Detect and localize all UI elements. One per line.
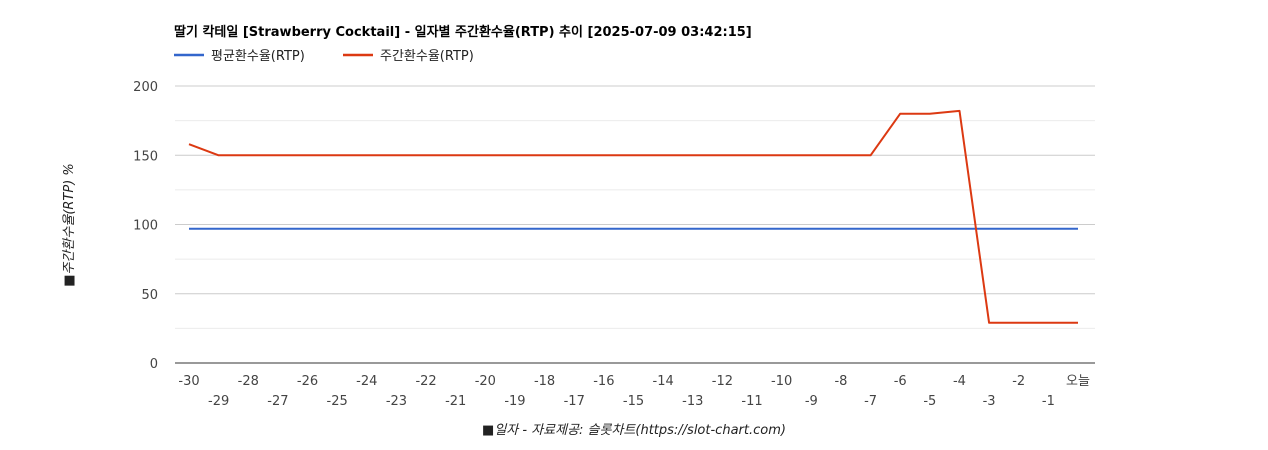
x-tick-label: -23 (386, 394, 407, 409)
legend-label-average: 평균환수율(RTP) (211, 49, 305, 64)
x-axis-ticks: -30-29-28-27-26-25-24-23-22-21-20-19-18-… (178, 374, 1090, 409)
x-tick-label: -12 (712, 374, 733, 389)
x-tick-label: -10 (771, 374, 792, 389)
x-tick-label: -11 (741, 394, 762, 409)
x-tick-label: -15 (623, 394, 644, 409)
x-tick-label: -27 (267, 394, 288, 409)
x-tick-label: -1 (1042, 394, 1055, 409)
x-tick-label: 오늘 (1066, 374, 1090, 389)
y-tick-label: 0 (150, 357, 158, 372)
grid-lines (175, 85, 1095, 364)
x-tick-label: -16 (593, 374, 614, 389)
x-tick-label: -14 (653, 374, 674, 389)
legend-label-weekly: 주간환수율(RTP) (380, 49, 474, 64)
legend-item-average[interactable]: 평균환수율(RTP) (174, 49, 305, 64)
legend-item-weekly[interactable]: 주간환수율(RTP) (343, 49, 474, 64)
series-line-weekly[interactable] (188, 109, 1078, 324)
legend: 평균환수율(RTP) 주간환수율(RTP) (174, 49, 474, 64)
x-tick-label: -3 (983, 394, 996, 409)
y-tick-label: 150 (133, 149, 158, 164)
x-tick-label: -2 (1012, 374, 1025, 389)
x-tick-label: -20 (475, 374, 496, 389)
x-tick-label: -24 (356, 374, 377, 389)
x-tick-label: -25 (327, 394, 348, 409)
x-tick-label: -7 (864, 394, 877, 409)
x-tick-label: -26 (297, 374, 318, 389)
x-axis-title: ■일자 - 자료제공: 슬롯차트(https://slot-chart.com) (482, 423, 786, 438)
y-tick-label: 100 (133, 219, 158, 234)
x-tick-label: -8 (834, 374, 847, 389)
y-tick-label: 50 (141, 288, 158, 303)
x-tick-label: -5 (923, 394, 936, 409)
y-axis-ticks: 0 50 100 150 200 (133, 80, 158, 372)
x-tick-label: -6 (894, 374, 907, 389)
x-tick-label: -17 (564, 394, 585, 409)
x-tick-label: -29 (208, 394, 229, 409)
chart-title: 딸기 칵테일 [Strawberry Cocktail] - 일자별 주간환수율… (174, 24, 752, 40)
x-tick-label: -18 (534, 374, 555, 389)
series-lines (188, 109, 1078, 324)
x-tick-label: -28 (238, 374, 259, 389)
x-tick-label: -30 (178, 374, 199, 389)
x-tick-label: -9 (805, 394, 818, 409)
y-tick-label: 200 (133, 80, 158, 95)
y-axis-title: ■주간환수율(RTP) % (62, 163, 77, 287)
x-tick-label: -13 (682, 394, 703, 409)
x-tick-label: -22 (415, 374, 436, 389)
x-tick-label: -4 (953, 374, 966, 389)
x-tick-label: -21 (445, 394, 466, 409)
x-tick-label: -19 (504, 394, 525, 409)
